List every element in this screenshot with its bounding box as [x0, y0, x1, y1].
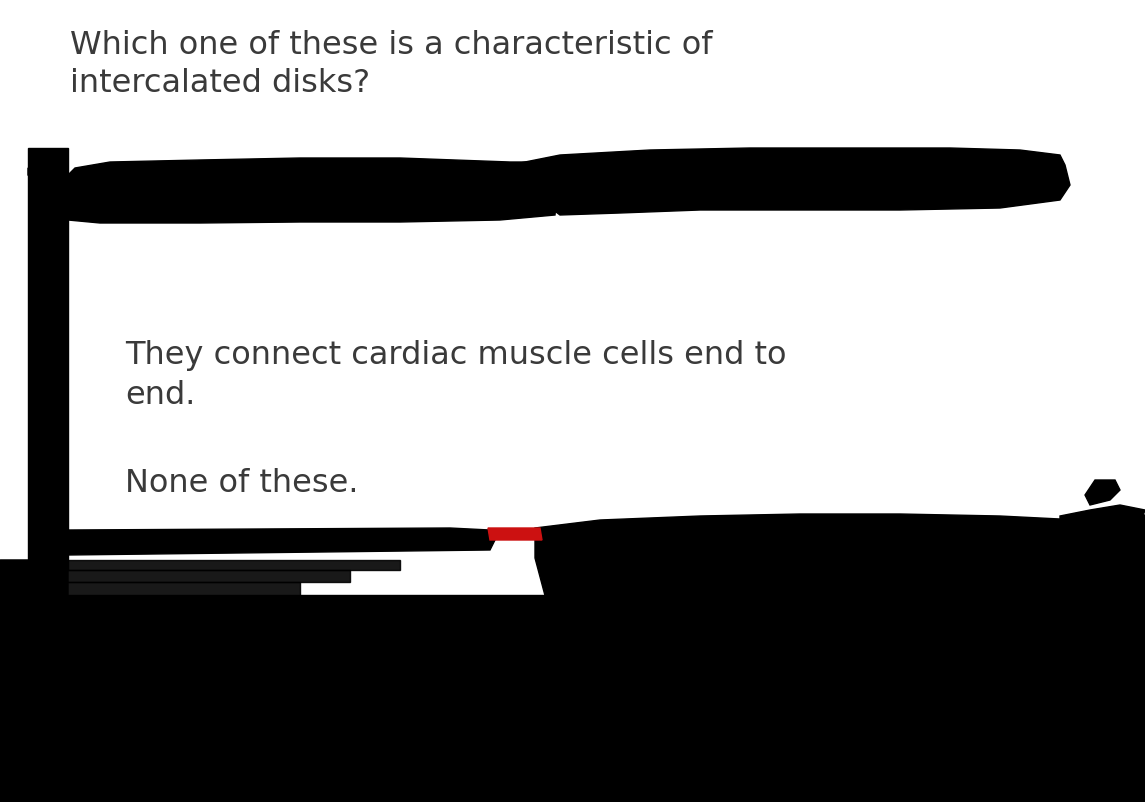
Polygon shape [0, 560, 400, 570]
Polygon shape [510, 148, 1069, 215]
Polygon shape [0, 605, 800, 620]
Polygon shape [0, 615, 950, 630]
Polygon shape [0, 625, 1145, 640]
Polygon shape [1060, 505, 1145, 530]
Polygon shape [0, 630, 1145, 802]
Polygon shape [0, 528, 495, 802]
Polygon shape [27, 168, 68, 220]
Polygon shape [50, 158, 560, 223]
Polygon shape [19, 638, 1100, 655]
Polygon shape [535, 514, 1145, 802]
Text: intercalated disks?: intercalated disks? [70, 68, 370, 99]
Polygon shape [0, 582, 300, 596]
Polygon shape [0, 596, 250, 612]
Polygon shape [0, 595, 600, 615]
Text: They connect cardiac muscle cells end to: They connect cardiac muscle cells end to [125, 340, 787, 371]
Polygon shape [488, 528, 542, 540]
Polygon shape [27, 148, 68, 570]
Polygon shape [0, 570, 350, 582]
Polygon shape [1085, 480, 1120, 505]
Text: Which one of these is a characteristic of: Which one of these is a characteristic o… [70, 30, 712, 61]
Text: None of these.: None of these. [125, 468, 358, 499]
Text: end.: end. [125, 380, 196, 411]
